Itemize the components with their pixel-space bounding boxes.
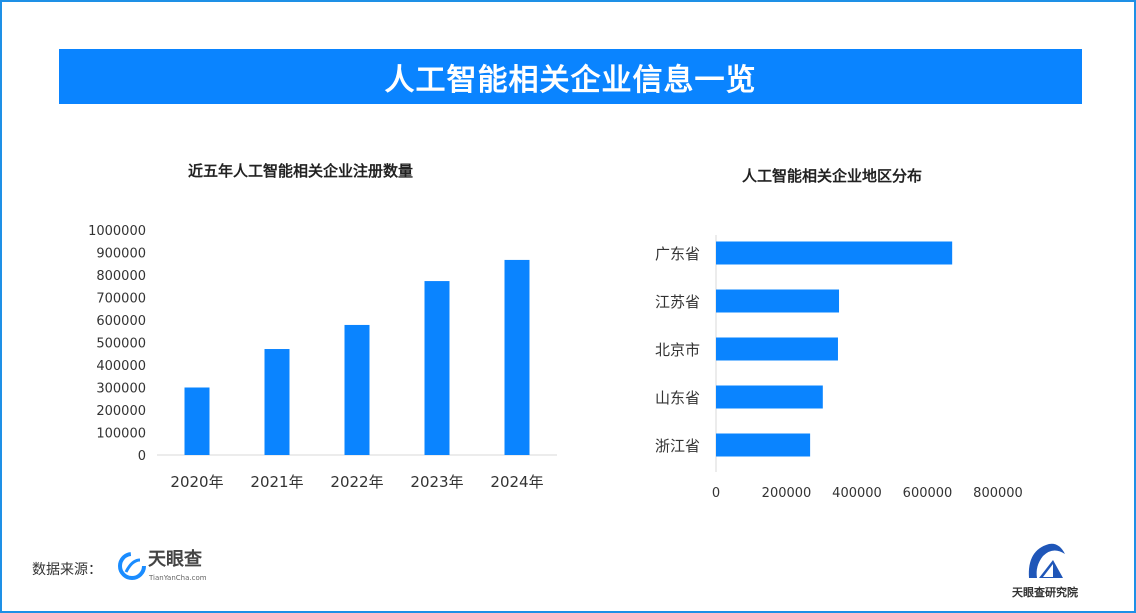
x-tick-label: 2020年 xyxy=(170,473,223,491)
y-tick-label: 100000 xyxy=(96,427,146,442)
y-tick-label: 500000 xyxy=(96,337,146,352)
y-tick-label: 700000 xyxy=(96,292,146,307)
y-tick-label: 江苏省 xyxy=(655,293,700,311)
x-tick-label: 400000 xyxy=(832,486,882,501)
y-tick-label: 800000 xyxy=(96,269,146,284)
bar-2021年 xyxy=(264,349,290,455)
bar-江苏省 xyxy=(716,289,840,313)
x-tick-label: 600000 xyxy=(903,486,953,501)
x-tick-label: 800000 xyxy=(973,486,1023,501)
institute-name: 天眼查研究院 xyxy=(1012,586,1078,599)
logo-name: 天眼查 xyxy=(148,549,202,570)
tianyancha-logo: 天眼查 TianYanCha.com xyxy=(118,550,228,586)
x-tick-label: 2024年 xyxy=(490,473,543,491)
y-tick-label: 300000 xyxy=(96,382,146,397)
y-tick-label: 北京市 xyxy=(655,341,700,359)
logo-sub: TianYanCha.com xyxy=(149,574,207,582)
page-title: 人工智能相关企业信息一览 xyxy=(59,49,1082,104)
y-tick-label: 0 xyxy=(138,449,146,464)
bar-浙江省 xyxy=(716,433,811,457)
institute-logo: 天眼查研究院 xyxy=(1005,540,1085,599)
y-tick-label: 400000 xyxy=(96,359,146,374)
x-tick-label: 2023年 xyxy=(410,473,463,491)
data-source-label: 数据来源： xyxy=(32,562,102,578)
yearly-bar-chart: 0 100000 200000 300000 400000 500000 600000 700… xyxy=(88,224,557,491)
y-tick-label: 200000 xyxy=(96,404,146,419)
bar-2022年 xyxy=(344,324,370,455)
y-tick-label: 900000 xyxy=(96,247,146,262)
chart-title-yearly: 近五年人工智能相关企业注册数量 xyxy=(188,162,414,180)
bar-广东省 xyxy=(716,241,953,265)
bar-2024年 xyxy=(504,259,530,455)
chart-title-region: 人工智能相关企业地区分布 xyxy=(742,167,923,185)
y-tick-label: 600000 xyxy=(96,314,146,329)
y-tick-label: 1000000 xyxy=(88,224,146,239)
y-tick-label: 广东省 xyxy=(655,245,700,263)
x-tick-label: 2021年 xyxy=(250,473,303,491)
tianyancha-logo-icon xyxy=(118,552,146,580)
x-tick-label: 0 xyxy=(712,486,720,501)
bar-2023年 xyxy=(424,281,450,455)
bar-北京市 xyxy=(716,337,838,361)
bar-2020年 xyxy=(184,387,210,455)
x-tick-label: 200000 xyxy=(762,486,812,501)
y-tick-label: 山东省 xyxy=(655,389,700,407)
institute-logo-icon xyxy=(1028,543,1065,578)
x-tick-label: 2022年 xyxy=(330,473,383,491)
bar-山东省 xyxy=(716,385,823,409)
y-tick-label: 浙江省 xyxy=(655,437,700,455)
